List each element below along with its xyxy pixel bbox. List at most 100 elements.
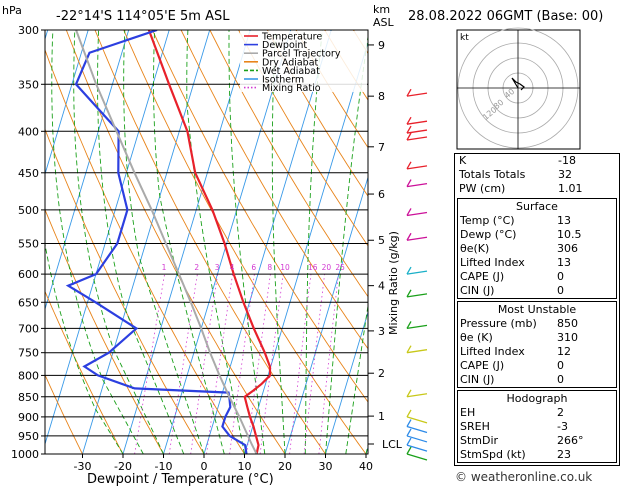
stat-row: PW (cm) 1.01	[455, 182, 619, 196]
stat-label: CAPE (J)	[460, 359, 505, 372]
stat-value: 2	[557, 406, 564, 419]
stat-value: 10.5	[557, 228, 582, 241]
stat-label: Totals Totals	[459, 168, 526, 181]
isotherm-line	[45, 30, 170, 446]
temp-tick-label: 10	[238, 460, 252, 473]
surface-section: Surface Temp (°C) 13 Dewp (°C) 10.5 θe(K) 306…	[457, 198, 617, 299]
stat-value: 310	[557, 331, 578, 344]
stat-value: 13	[557, 214, 571, 227]
wind-barb-shaft	[406, 211, 428, 217]
mixing-ratio-line	[289, 274, 312, 454]
wet-adiabat	[345, 302, 368, 454]
datetime-header: 28.08.2022 06GMT (Base: 00)	[408, 9, 603, 24]
hodograph-frame	[456, 29, 581, 150]
isotherm-line	[0, 30, 7, 454]
stat-value: 0	[557, 359, 564, 372]
pressure-tick-label: 1000	[11, 448, 39, 461]
isotherm-line	[45, 30, 130, 311]
stat-row: Pressure (mb) 850	[458, 317, 616, 331]
wet-adiabat	[51, 30, 144, 454]
stat-label: PW (cm)	[459, 182, 506, 195]
stat-row: Temp (°C) 13	[458, 214, 616, 228]
pressure-tick-label: 700	[18, 322, 39, 335]
wind-barb-shaft	[406, 393, 428, 398]
stat-value: 266°	[557, 434, 584, 447]
wind-barb-flag	[406, 88, 412, 97]
surface-title: Surface	[516, 200, 558, 213]
wind-barb-flag	[406, 289, 412, 298]
legend-entry: Dewpoint	[262, 40, 307, 51]
stat-label: EH	[460, 406, 476, 419]
pressure-tick-label: 400	[18, 125, 39, 138]
hodograph-unit: kt	[460, 33, 469, 43]
stat-label: Dewp (°C)	[460, 228, 517, 241]
wind-barb-shaft	[406, 444, 428, 452]
stat-label: Lifted Index	[460, 345, 525, 358]
stat-row: CIN (J) 0	[458, 373, 616, 387]
pressure-tick-label: 650	[18, 296, 39, 309]
km-tick-label: 4	[378, 280, 385, 293]
wind-barb-flag	[406, 389, 412, 398]
wind-barb-flag	[406, 345, 412, 354]
location-header: -22°14'S 114°05'E 5m ASL	[56, 9, 230, 24]
stat-label: θe (K)	[460, 331, 493, 344]
mixing-ratio-line	[229, 274, 255, 454]
legend-entry: Mixing Ratio	[262, 83, 321, 94]
dry-adiabat	[45, 48, 245, 454]
stat-row: StmSpd (kt) 23	[458, 448, 616, 462]
basic-indices: K -18 Totals Totals 32 PW (cm) 1.01	[455, 154, 619, 196]
stat-value: 0	[557, 284, 564, 297]
pressure-tick-label: 800	[18, 369, 39, 382]
stat-label: CIN (J)	[460, 284, 495, 297]
pressure-tick-label: 900	[18, 411, 39, 424]
stat-row: CIN (J) 0	[458, 284, 616, 298]
lcl-label: LCL	[382, 438, 403, 451]
stat-row: Lifted Index 13	[458, 256, 616, 270]
wind-barb-flag	[406, 161, 412, 170]
stat-row: K -18	[455, 154, 619, 168]
stat-label: Temp (°C)	[460, 214, 515, 227]
wind-barb-flag	[406, 125, 412, 134]
legend-entry: Isotherm	[262, 75, 304, 86]
pressure-tick-label: 850	[18, 391, 39, 404]
stat-row: SREH -3	[458, 420, 616, 434]
wet-adiabat	[304, 30, 323, 454]
dry-adiabat	[266, 30, 368, 197]
mixing-ratio-value: 8	[267, 263, 272, 272]
mixing-ratio-line	[318, 274, 339, 454]
stat-value: 13	[557, 256, 571, 269]
temp-tick-label: 0	[201, 460, 208, 473]
mixing-ratio-line	[206, 274, 233, 454]
stat-value: -18	[558, 154, 576, 167]
x-axis-label: Dewpoint / Temperature (°C)	[87, 472, 274, 486]
stat-label: Lifted Index	[460, 256, 525, 269]
legend-entry: Dry Adiabat	[262, 57, 319, 68]
isotherm-line	[284, 175, 368, 454]
stat-value: -3	[557, 420, 568, 433]
temp-tick-label: -10	[155, 460, 173, 473]
km-tick-label: 3	[378, 325, 385, 338]
temp-tick-label: 40	[359, 460, 373, 473]
plot-frame	[44, 29, 369, 455]
stat-row: Dewp (°C) 10.5	[458, 228, 616, 242]
wind-barb-flag	[406, 437, 412, 446]
stat-value: 23	[557, 448, 571, 461]
dry-adiabat	[45, 373, 83, 454]
stat-row: θe(K) 306	[458, 242, 616, 256]
wind-barb-shaft	[406, 129, 428, 134]
stat-value: 1.01	[558, 182, 583, 195]
wind-barb-shaft	[406, 435, 428, 443]
wind-barb-flag	[406, 321, 412, 329]
legend-box	[240, 31, 367, 92]
pressure-tick-label: 950	[18, 430, 39, 443]
mixing-ratio-axis-label: Mixing Ratio (g/kg)	[387, 231, 400, 335]
mixing-ratio-value: 16	[308, 263, 318, 272]
hpa-unit: hPa	[2, 4, 22, 17]
wind-barb-shaft	[406, 293, 428, 298]
legend-entry: Wet Adiabat	[262, 66, 320, 77]
wet-adiabat	[271, 30, 286, 454]
stat-label: K	[459, 154, 467, 167]
